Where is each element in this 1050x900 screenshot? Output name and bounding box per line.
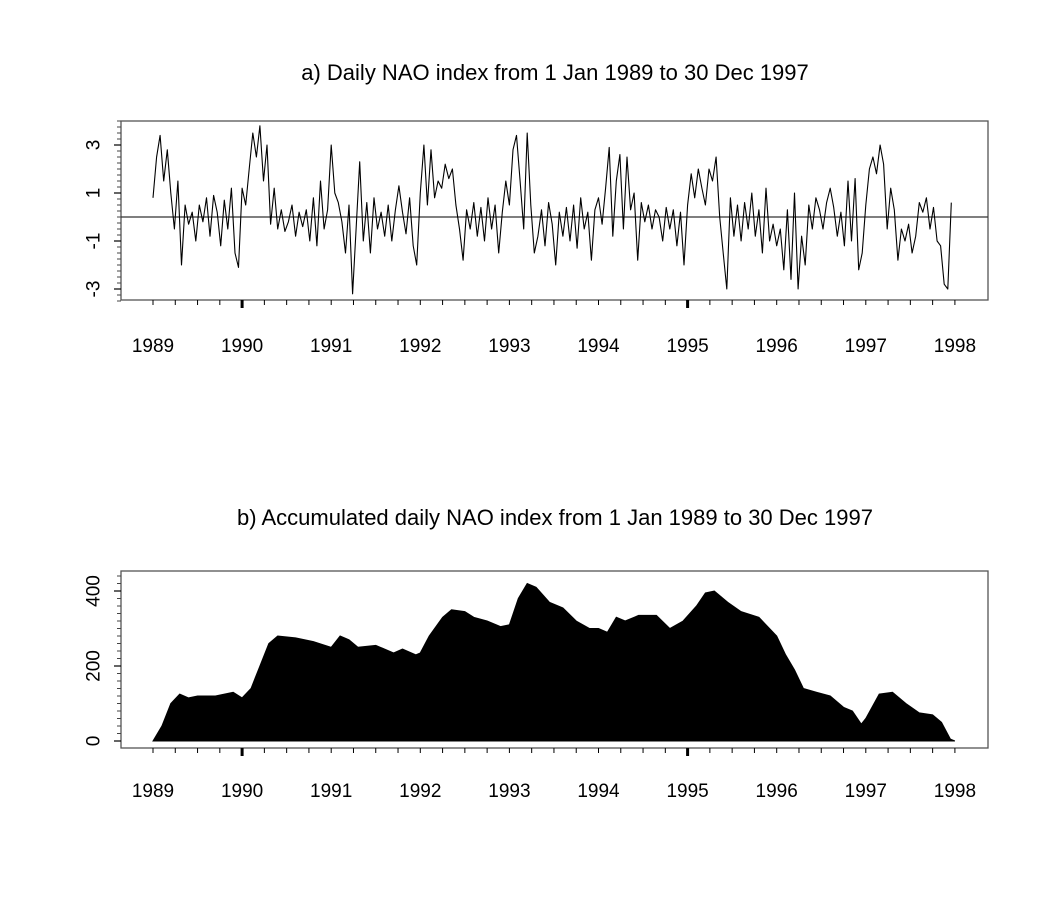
x-tick-label: 1996 — [756, 336, 798, 357]
x-tick-label: 1994 — [577, 781, 620, 802]
x-tick-label: 1991 — [310, 781, 352, 802]
chart-a-plot: -3 -1 1 3 1989 1990 1991 1992 1993 1994 1995 1996 19… — [84, 120, 989, 357]
x-tick-label: 1998 — [934, 781, 976, 802]
x-tick-label: 1990 — [221, 336, 263, 357]
x-tick-label: 1995 — [666, 336, 708, 357]
y-tick-label: 200 — [84, 650, 105, 682]
x-tick-label: 1996 — [756, 781, 798, 802]
chart-b-title: b) Accumulated daily NAO index from 1 Ja… — [237, 505, 873, 530]
x-tick-label: 1989 — [132, 781, 174, 802]
y-tick-label: -3 — [84, 281, 105, 298]
accumulated-area — [152, 582, 956, 742]
x-tick-label: 1994 — [577, 336, 620, 357]
y-tick-label: 400 — [84, 575, 105, 607]
chart-a-title: a) Daily NAO index from 1 Jan 1989 to 30… — [301, 60, 809, 85]
x-tick-label: 1997 — [845, 336, 887, 357]
x-tick-label: 1992 — [399, 336, 441, 357]
x-tick-label: 1993 — [488, 781, 530, 802]
y-tick-label: 0 — [84, 736, 105, 747]
x-tick-label: 1991 — [310, 336, 352, 357]
x-tick-label: 1995 — [666, 781, 708, 802]
x-tick-label: 1993 — [488, 336, 530, 357]
y-tick-label: 1 — [84, 188, 105, 199]
x-tick-label: 1998 — [934, 336, 976, 357]
x-tick-label: 1990 — [221, 781, 263, 802]
nao-index-line — [152, 125, 952, 295]
x-tick-label: 1989 — [132, 336, 174, 357]
y-tick-label: -1 — [84, 233, 105, 250]
chart-b-plot: 0 200 400 1989 1990 1991 1992 1993 1994 1995 1996 1… — [84, 570, 989, 802]
x-tick-label: 1992 — [399, 781, 441, 802]
y-tick-label: 3 — [84, 140, 105, 151]
plot-frame — [120, 570, 989, 749]
x-tick-label: 1997 — [845, 781, 887, 802]
